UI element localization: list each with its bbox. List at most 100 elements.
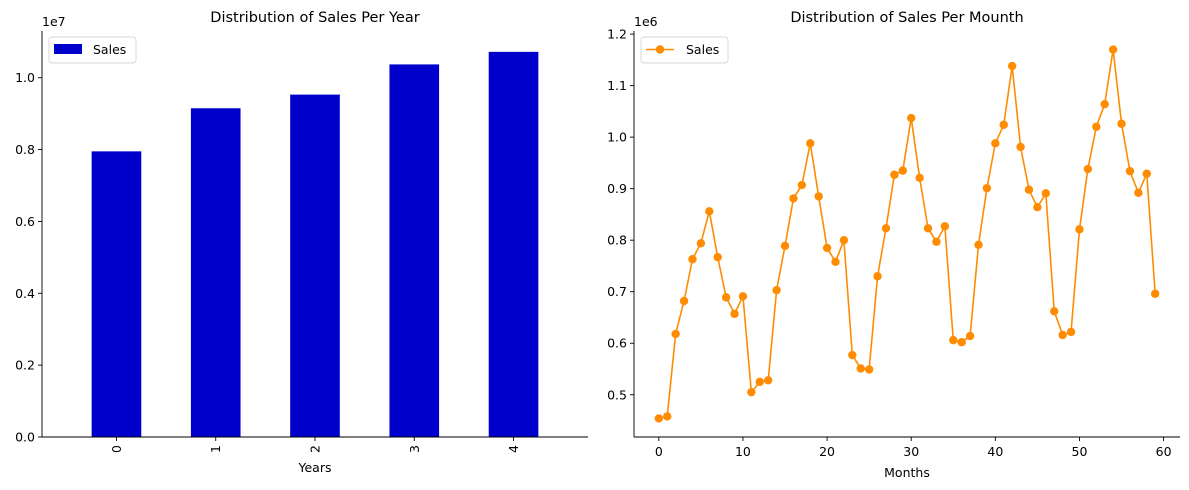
bar-chart-y-offset-text: 1e7	[42, 14, 66, 29]
line-chart-y-ticks: 0.5 0.6 0.7 0.8 0.9 1.0 1.1 1.2	[607, 27, 634, 402]
line-chart-y-tick-label: 0.7	[607, 284, 627, 299]
line-chart-point-month-49	[1066, 327, 1076, 337]
line-chart-point-month-56	[1125, 166, 1135, 176]
bar-chart-y-tick-label: 1.0	[15, 70, 35, 85]
line-chart-point-month-0	[654, 414, 664, 423]
line-chart-x-tick-label: 0	[655, 444, 663, 459]
line-chart-point-month-22	[839, 235, 849, 245]
line-chart-title: Distribution of Sales Per Mounth	[790, 10, 1023, 26]
line-chart-point-month-23	[848, 350, 857, 360]
line-chart-point-month-34	[940, 222, 950, 231]
line-chart-point-month-38	[974, 240, 983, 250]
line-chart-point-month-28	[890, 170, 899, 179]
bar-chart-x-tick-label: 4	[506, 445, 521, 453]
line-chart-point-month-44	[1024, 185, 1034, 194]
line-chart-point-month-29	[898, 166, 907, 175]
line-chart-point-month-24	[856, 364, 865, 373]
line-chart-x-tick-label: 20	[819, 444, 835, 459]
line-chart-point-month-52	[1092, 122, 1101, 132]
line-chart-point-month-33	[932, 237, 941, 246]
line-chart-point-month-54	[1108, 45, 1118, 54]
line-chart-point-month-18	[806, 139, 815, 148]
line-chart-point-month-31	[915, 173, 924, 183]
line-chart-point-month-9	[730, 309, 739, 319]
bar-chart-legend-box	[48, 36, 137, 64]
line-chart-point-month-26	[873, 272, 882, 281]
line-chart-y-tick-label: 0.5	[607, 387, 627, 402]
bar-chart-x-ticks: 0 1 2 3 4	[109, 437, 521, 453]
line-chart-point-month-35	[949, 335, 958, 345]
line-chart-point-month-37	[965, 331, 975, 341]
line-chart-point-month-45	[1033, 203, 1042, 212]
line-chart-point-month-59	[1150, 289, 1160, 298]
line-chart-x-tick-label: 50	[1072, 444, 1088, 459]
line-chart-point-month-27	[881, 224, 891, 233]
line-chart-point-month-48	[1058, 330, 1067, 340]
line-chart-point-month-11	[747, 387, 756, 397]
line-chart-point-month-5	[696, 239, 706, 248]
bar-year-1	[190, 108, 241, 437]
bar-chart-x-tick-label: 1	[208, 445, 223, 453]
line-chart-point-month-30	[907, 113, 916, 123]
bar-chart-x-tick-label: 2	[308, 445, 323, 453]
bar-chart-y-tick-label: 0.2	[15, 358, 35, 373]
bar-chart-sales-per-year: Distribution of Sales Per Year 1e7 0.00.…	[15, 10, 588, 475]
bar-chart-legend: Sales	[48, 36, 137, 64]
line-chart-y-tick-label: 1.0	[607, 130, 627, 145]
line-chart-y-offset-text: 1e6	[634, 14, 658, 29]
line-chart-point-month-53	[1100, 99, 1109, 109]
bar-chart-x-tick-label: 3	[407, 445, 422, 453]
bar-year-0	[91, 151, 142, 437]
line-chart-point-month-47	[1050, 307, 1059, 316]
line-chart-point-month-43	[1016, 142, 1025, 152]
line-chart-point-month-39	[982, 183, 992, 193]
line-chart-point-month-21	[831, 257, 840, 267]
line-chart-point-month-55	[1117, 119, 1126, 128]
line-chart-point-month-12	[755, 377, 764, 387]
line-chart-x-ticks: 0 10 20 30 40 50 60	[655, 437, 1172, 459]
line-chart-legend-label: Sales	[686, 42, 719, 57]
line-chart-point-month-10	[738, 292, 748, 301]
line-chart-y-tick-label: 0.6	[607, 336, 627, 351]
line-chart-point-month-7	[713, 252, 722, 262]
line-chart-point-month-4	[688, 255, 697, 264]
bar-chart-legend-swatch	[54, 44, 82, 54]
bar-chart-legend-label: Sales	[93, 42, 126, 57]
line-chart-point-month-15	[780, 241, 790, 251]
line-chart-point-month-51	[1083, 164, 1093, 174]
line-chart-legend-box	[640, 36, 729, 64]
line-chart-x-tick-label: 30	[903, 444, 919, 459]
line-chart-point-month-36	[957, 337, 966, 347]
line-chart-y-tick-label: 0.9	[607, 181, 627, 196]
line-chart-legend-marker	[655, 45, 665, 54]
line-chart-point-month-14	[772, 285, 781, 295]
line-chart-x-tick-label: 40	[987, 444, 1003, 459]
line-chart-y-tick-label: 1.1	[607, 78, 627, 93]
line-chart-point-month-8	[721, 293, 731, 302]
line-chart-sales-per-month: Distribution of Sales Per Mounth 1e6 0.5…	[607, 10, 1180, 480]
line-chart-x-tick-label: 10	[735, 444, 751, 459]
bar-chart-bars	[91, 51, 539, 438]
line-chart-x-tick-label: 60	[1156, 444, 1172, 459]
bar-chart-y-ticks: 0.0 0.2 0.4 0.6 0.8 1.0	[15, 70, 42, 445]
line-chart-point-month-6	[705, 207, 714, 216]
line-chart-point-month-32	[923, 224, 933, 233]
line-chart-point-month-16	[789, 194, 798, 203]
bar-year-3	[389, 64, 440, 438]
line-chart-legend: Sales	[640, 36, 729, 64]
line-chart-point-month-50	[1075, 225, 1084, 234]
bar-chart-y-tick-label: 0.6	[15, 214, 35, 229]
line-chart-points	[654, 45, 1160, 423]
bar-year-2	[290, 94, 340, 437]
line-chart-point-month-3	[679, 296, 689, 306]
line-chart-point-month-41	[999, 120, 1008, 129]
line-chart-point-month-42	[1007, 61, 1017, 71]
bar-chart-title: Distribution of Sales Per Year	[210, 10, 419, 26]
bar-chart-x-axis-label: Years	[298, 460, 332, 475]
line-chart-y-tick-label: 1.2	[607, 27, 627, 42]
line-chart-series-line	[658, 49, 1156, 420]
line-chart-point-month-2	[671, 329, 680, 339]
bar-chart-x-tick-label: 0	[109, 445, 124, 453]
line-chart-point-month-58	[1142, 169, 1151, 178]
